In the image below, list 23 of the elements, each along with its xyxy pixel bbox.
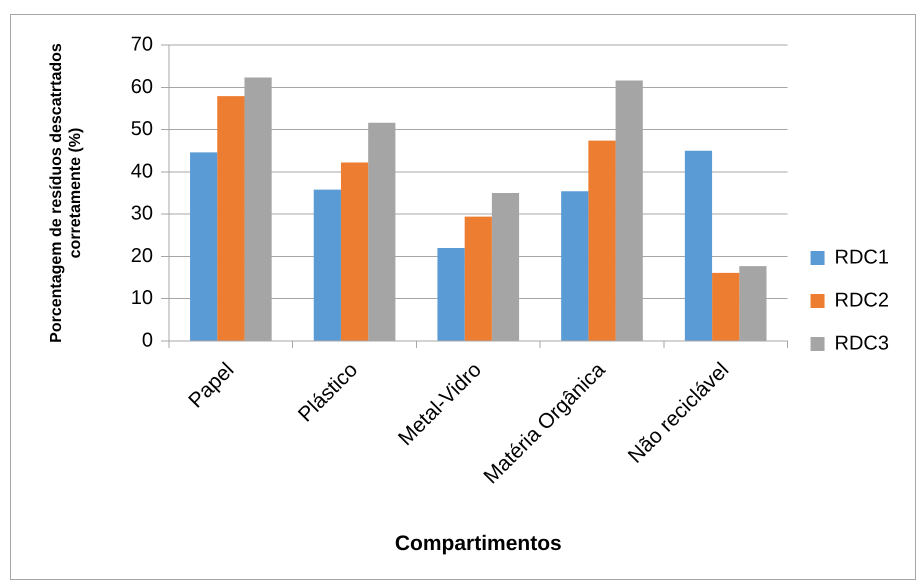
bar: [314, 190, 341, 340]
y-tick-label: 10: [130, 287, 153, 310]
bar: [684, 150, 712, 340]
bar: [588, 140, 616, 340]
y-tick-label: 50: [130, 118, 153, 140]
y-tick-label: 40: [130, 160, 153, 182]
bar: [712, 272, 740, 340]
y-axis-title: Porcentagem de resíduos descatrtados corretamente (%): [48, 43, 84, 343]
bar: [464, 216, 492, 340]
bar: [437, 248, 465, 340]
bar: [190, 152, 218, 340]
legend-label: RDC2: [834, 290, 889, 312]
y-tick-label: 60: [130, 76, 153, 98]
legend-label: RDC3: [834, 332, 889, 355]
legend-label: RDC1: [834, 246, 889, 269]
y-tick-label: 30: [130, 202, 153, 225]
bar: [217, 96, 244, 340]
y-tick-label: 70: [130, 34, 153, 56]
y-tick-label: 20: [130, 244, 153, 267]
bar: [561, 191, 588, 340]
bar: [340, 162, 368, 340]
x-axis-title: Compartimentos: [394, 532, 562, 556]
y-tick-label: 0: [142, 330, 153, 352]
